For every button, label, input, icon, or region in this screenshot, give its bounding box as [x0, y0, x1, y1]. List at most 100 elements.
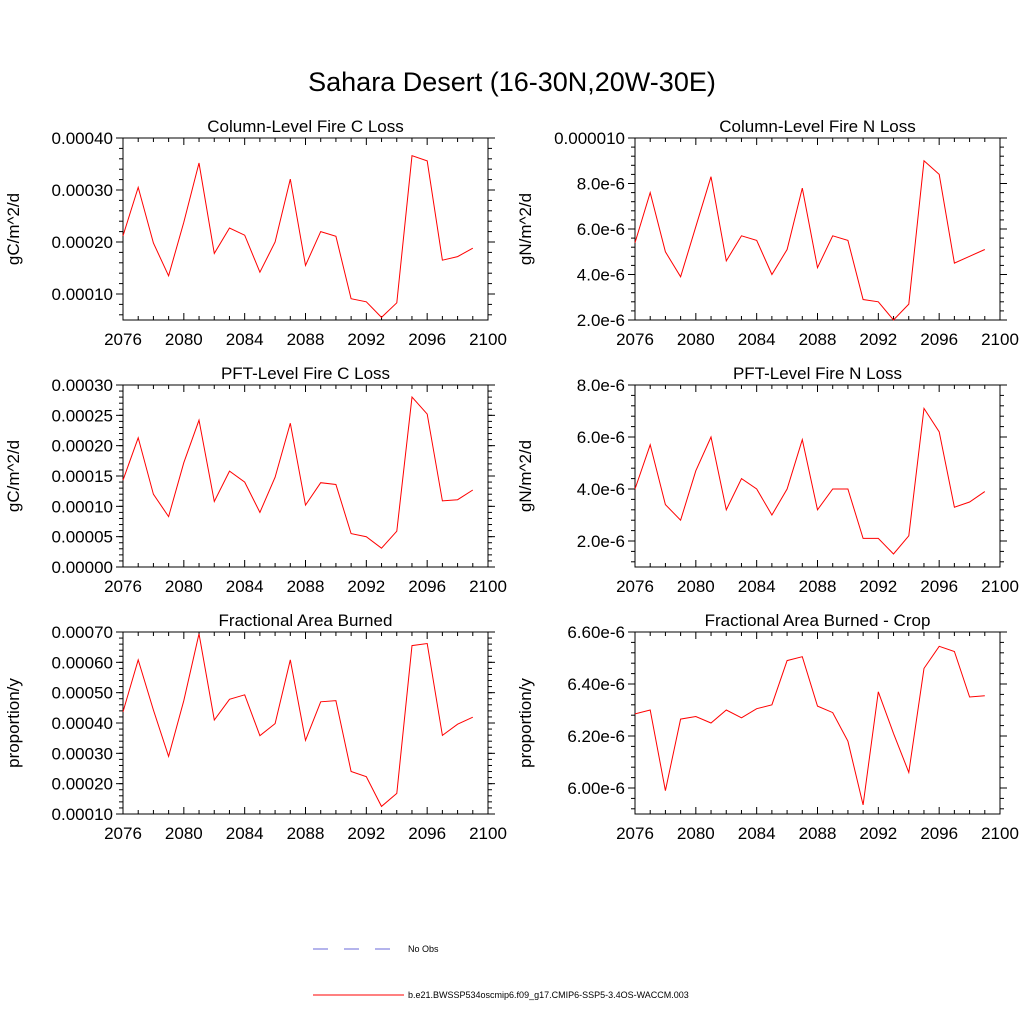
x-tick-label: 2084 — [738, 824, 776, 843]
y-tick-label: 0.00030 — [52, 744, 113, 763]
x-tick-label: 2092 — [859, 824, 897, 843]
x-tick-label: 2084 — [226, 577, 264, 596]
x-tick-label: 2092 — [347, 824, 385, 843]
y-tick-label: 0.00005 — [52, 528, 113, 547]
y-tick-label: 8.0e-6 — [577, 376, 625, 395]
x-tick-label: 2100 — [981, 577, 1019, 596]
panel-title: Column-Level Fire C Loss — [207, 117, 404, 136]
y-tick-label: 0.00060 — [52, 653, 113, 672]
x-tick-label: 2096 — [408, 824, 446, 843]
x-tick-label: 2084 — [226, 330, 264, 349]
x-tick-label: 2080 — [677, 824, 715, 843]
x-tick-label: 2100 — [469, 330, 507, 349]
x-tick-label: 2088 — [287, 330, 325, 349]
panel-title: Column-Level Fire N Loss — [719, 117, 916, 136]
y-tick-label: 6.0e-6 — [577, 428, 625, 447]
x-tick-label: 2080 — [677, 577, 715, 596]
x-tick-label: 2100 — [469, 577, 507, 596]
y-tick-label: 2.0e-6 — [577, 532, 625, 551]
y-tick-label: 0.00020 — [52, 437, 113, 456]
chart-panel: 2076 2080 2084 2088 2092 2096 2100 0.00000 0.000… — [4, 364, 507, 596]
figure-title: Sahara Desert (16-30N,20W-30E) — [308, 67, 716, 97]
legend: No Obs b.e21.BWSSP534oscmip6.f09_g17.CMI… — [313, 944, 689, 1000]
plot-frame — [122, 384, 489, 568]
y-axis-label: gN/m^2/d — [516, 193, 535, 265]
y-axis-label: proportion/y — [4, 678, 23, 768]
series-line — [122, 633, 474, 808]
y-tick-label: 4.0e-6 — [577, 266, 625, 285]
y-tick-label: 0.00030 — [52, 376, 113, 395]
plot-frame — [634, 631, 1001, 815]
x-tick-label: 2076 — [616, 330, 654, 349]
x-tick-label: 2100 — [469, 824, 507, 843]
y-axis-label: gN/m^2/d — [516, 440, 535, 512]
y-axis-label: gC/m^2/d — [4, 193, 23, 265]
x-tick-label: 2084 — [226, 824, 264, 843]
y-tick-label: 0.00010 — [52, 497, 113, 516]
x-tick-label: 2088 — [799, 330, 837, 349]
panel-title: Fractional Area Burned — [219, 611, 393, 630]
x-tick-label: 2096 — [920, 330, 958, 349]
y-tick-label: 0.00010 — [52, 285, 113, 304]
y-tick-label: 0.00020 — [52, 233, 113, 252]
x-tick-label: 2092 — [859, 577, 897, 596]
y-tick-label: 0.00070 — [52, 623, 113, 642]
x-tick-label: 2092 — [347, 577, 385, 596]
x-tick-label: 2088 — [799, 577, 837, 596]
series-line — [634, 159, 986, 321]
x-tick-label: 2096 — [920, 577, 958, 596]
x-tick-label: 2080 — [677, 330, 715, 349]
x-tick-label: 2088 — [287, 577, 325, 596]
x-tick-label: 2080 — [165, 824, 203, 843]
y-tick-label: 6.20e-6 — [567, 727, 625, 746]
x-tick-label: 2096 — [408, 577, 446, 596]
y-tick-label: 0.00050 — [52, 684, 113, 703]
chart-panel: 2076 2080 2084 2088 2092 2096 2100 0.00010 0.000… — [4, 117, 507, 349]
x-tick-label: 2092 — [859, 330, 897, 349]
y-tick-label: 4.0e-6 — [577, 480, 625, 499]
y-tick-label: 6.40e-6 — [567, 675, 625, 694]
y-axis-label: gC/m^2/d — [4, 440, 23, 512]
y-tick-label: 8.0e-6 — [577, 175, 625, 194]
x-tick-label: 2100 — [981, 824, 1019, 843]
y-tick-label: 0.00040 — [52, 129, 113, 148]
x-tick-label: 2076 — [616, 824, 654, 843]
y-axis-label: proportion/y — [516, 678, 535, 768]
series-line — [122, 395, 474, 549]
y-tick-label: 0.00040 — [52, 714, 113, 733]
panel-title: PFT-Level Fire N Loss — [733, 364, 902, 383]
plot-frame — [634, 384, 1001, 568]
series-line — [634, 406, 986, 555]
chart-panel: 2076 2080 2084 2088 2092 2096 2100 2.0e-6 4.0e-6… — [516, 117, 1019, 349]
panel-title: Fractional Area Burned - Crop — [705, 611, 931, 630]
y-tick-label: 0.000010 — [554, 129, 625, 148]
x-tick-label: 2084 — [738, 330, 776, 349]
x-tick-label: 2076 — [104, 330, 142, 349]
x-tick-label: 2080 — [165, 577, 203, 596]
panel-title: PFT-Level Fire C Loss — [221, 364, 390, 383]
x-tick-label: 2092 — [347, 330, 385, 349]
x-tick-label: 2096 — [920, 824, 958, 843]
y-tick-label: 0.00030 — [52, 181, 113, 200]
x-tick-label: 2076 — [104, 577, 142, 596]
chart-panel: 2076 2080 2084 2088 2092 2096 2100 0.00010 0.000… — [4, 611, 507, 843]
x-tick-label: 2084 — [738, 577, 776, 596]
legend-obs-label: No Obs — [408, 944, 439, 954]
x-tick-label: 2080 — [165, 330, 203, 349]
y-tick-label: 0.00020 — [52, 775, 113, 794]
panels: 2076 2080 2084 2088 2092 2096 2100 0.00010 0.000… — [4, 117, 1019, 843]
plot-frame — [634, 137, 1001, 321]
x-tick-label: 2076 — [104, 824, 142, 843]
series-line — [634, 645, 985, 806]
series-line — [122, 155, 474, 319]
chart-panel: 2076 2080 2084 2088 2092 2096 2100 2.0e-6 4.0e-6… — [516, 364, 1019, 596]
y-tick-label: 0.00015 — [52, 467, 113, 486]
y-tick-label: 0.00000 — [52, 558, 113, 577]
y-tick-label: 6.00e-6 — [567, 779, 625, 798]
y-tick-label: 6.0e-6 — [577, 220, 625, 239]
plot-frame — [122, 137, 489, 321]
chart-panel: 2076 2080 2084 2088 2092 2096 2100 6.00e-6 6.20e… — [516, 611, 1019, 843]
legend-model-label: b.e21.BWSSP534oscmip6.f09_g17.CMIP6-SSP5… — [408, 990, 689, 1000]
x-tick-label: 2088 — [287, 824, 325, 843]
